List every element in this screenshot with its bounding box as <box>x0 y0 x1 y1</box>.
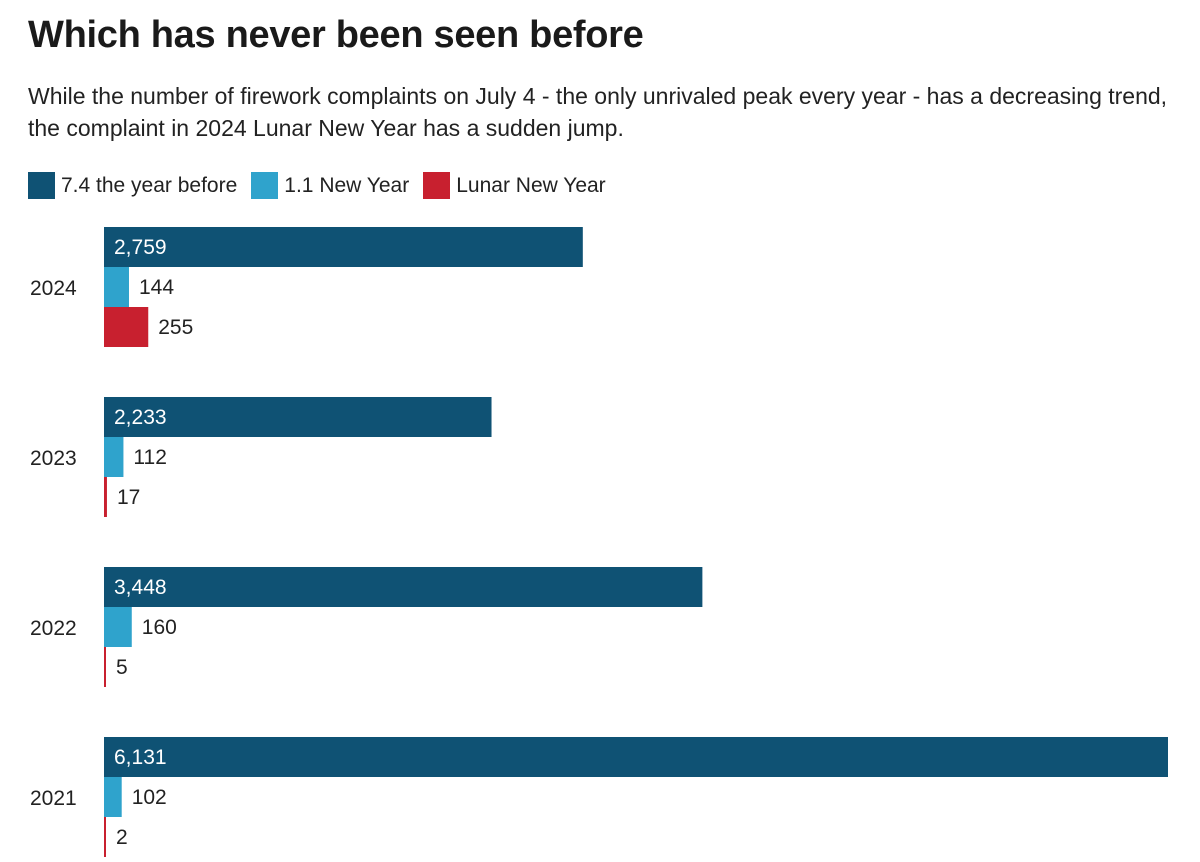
value-label-lunar-new-year-2022: 5 <box>116 656 128 679</box>
value-label-july4-2021: 6,131 <box>114 746 167 769</box>
category-label-2022: 2022 <box>30 617 77 640</box>
value-label-new-year-2023: 112 <box>133 446 166 469</box>
bar-july4-2023 <box>104 397 492 437</box>
value-label-july4-2022: 3,448 <box>114 576 167 599</box>
legend-swatch-new-year <box>251 172 279 199</box>
bar-lunar-new-year-2022 <box>104 647 106 687</box>
bar-new-year-2024 <box>104 267 129 307</box>
legend-swatch-lunar-new-year <box>423 172 451 199</box>
bar-july4-2024 <box>104 227 583 267</box>
legend-item-new-year: 1.1 New Year <box>251 172 409 199</box>
bar-new-year-2022 <box>104 607 132 647</box>
bar-group-2023: 2023 2,233 112 17 <box>30 397 492 517</box>
chart-title: Which has never been seen before <box>28 14 644 56</box>
value-label-july4-2023: 2,233 <box>114 406 167 429</box>
legend-swatch-july4 <box>28 172 55 199</box>
bar-group-2022: 2022 3,448 160 5 <box>30 567 703 687</box>
category-label-2024: 2024 <box>30 277 77 300</box>
legend-label-july4: 7.4 the year before <box>61 173 238 197</box>
value-label-new-year-2024: 144 <box>139 276 174 299</box>
legend-item-lunar-new-year: Lunar New Year <box>423 172 606 199</box>
bar-july4-2021 <box>104 737 1168 777</box>
bar-group-2024: 2024 2,759 144 255 <box>30 227 583 347</box>
value-label-new-year-2021: 102 <box>132 786 167 809</box>
bar-new-year-2023 <box>104 437 124 477</box>
bar-july4-2022 <box>104 567 703 607</box>
value-label-july4-2024: 2,759 <box>114 236 167 259</box>
category-label-2023: 2023 <box>30 447 77 470</box>
legend-label-lunar-new-year: Lunar New Year <box>456 173 606 197</box>
legend-label-new-year: 1.1 New Year <box>284 173 410 197</box>
bar-lunar-new-year-2021 <box>104 817 106 857</box>
bar-lunar-new-year-2024 <box>104 307 149 347</box>
bar-new-year-2021 <box>104 777 122 817</box>
value-label-lunar-new-year-2021: 2 <box>116 826 128 849</box>
chart-subtitle: While the number of firework complaints … <box>28 83 1168 141</box>
legend-item-july4: 7.4 the year before <box>28 172 237 199</box>
value-label-lunar-new-year-2024: 255 <box>158 316 193 339</box>
legend: 7.4 the year before 1.1 New Year Lunar N… <box>28 172 620 199</box>
category-label-2021: 2021 <box>30 787 77 810</box>
value-label-new-year-2022: 160 <box>142 616 177 639</box>
bar-lunar-new-year-2023 <box>104 477 107 517</box>
value-label-lunar-new-year-2023: 17 <box>117 486 140 509</box>
